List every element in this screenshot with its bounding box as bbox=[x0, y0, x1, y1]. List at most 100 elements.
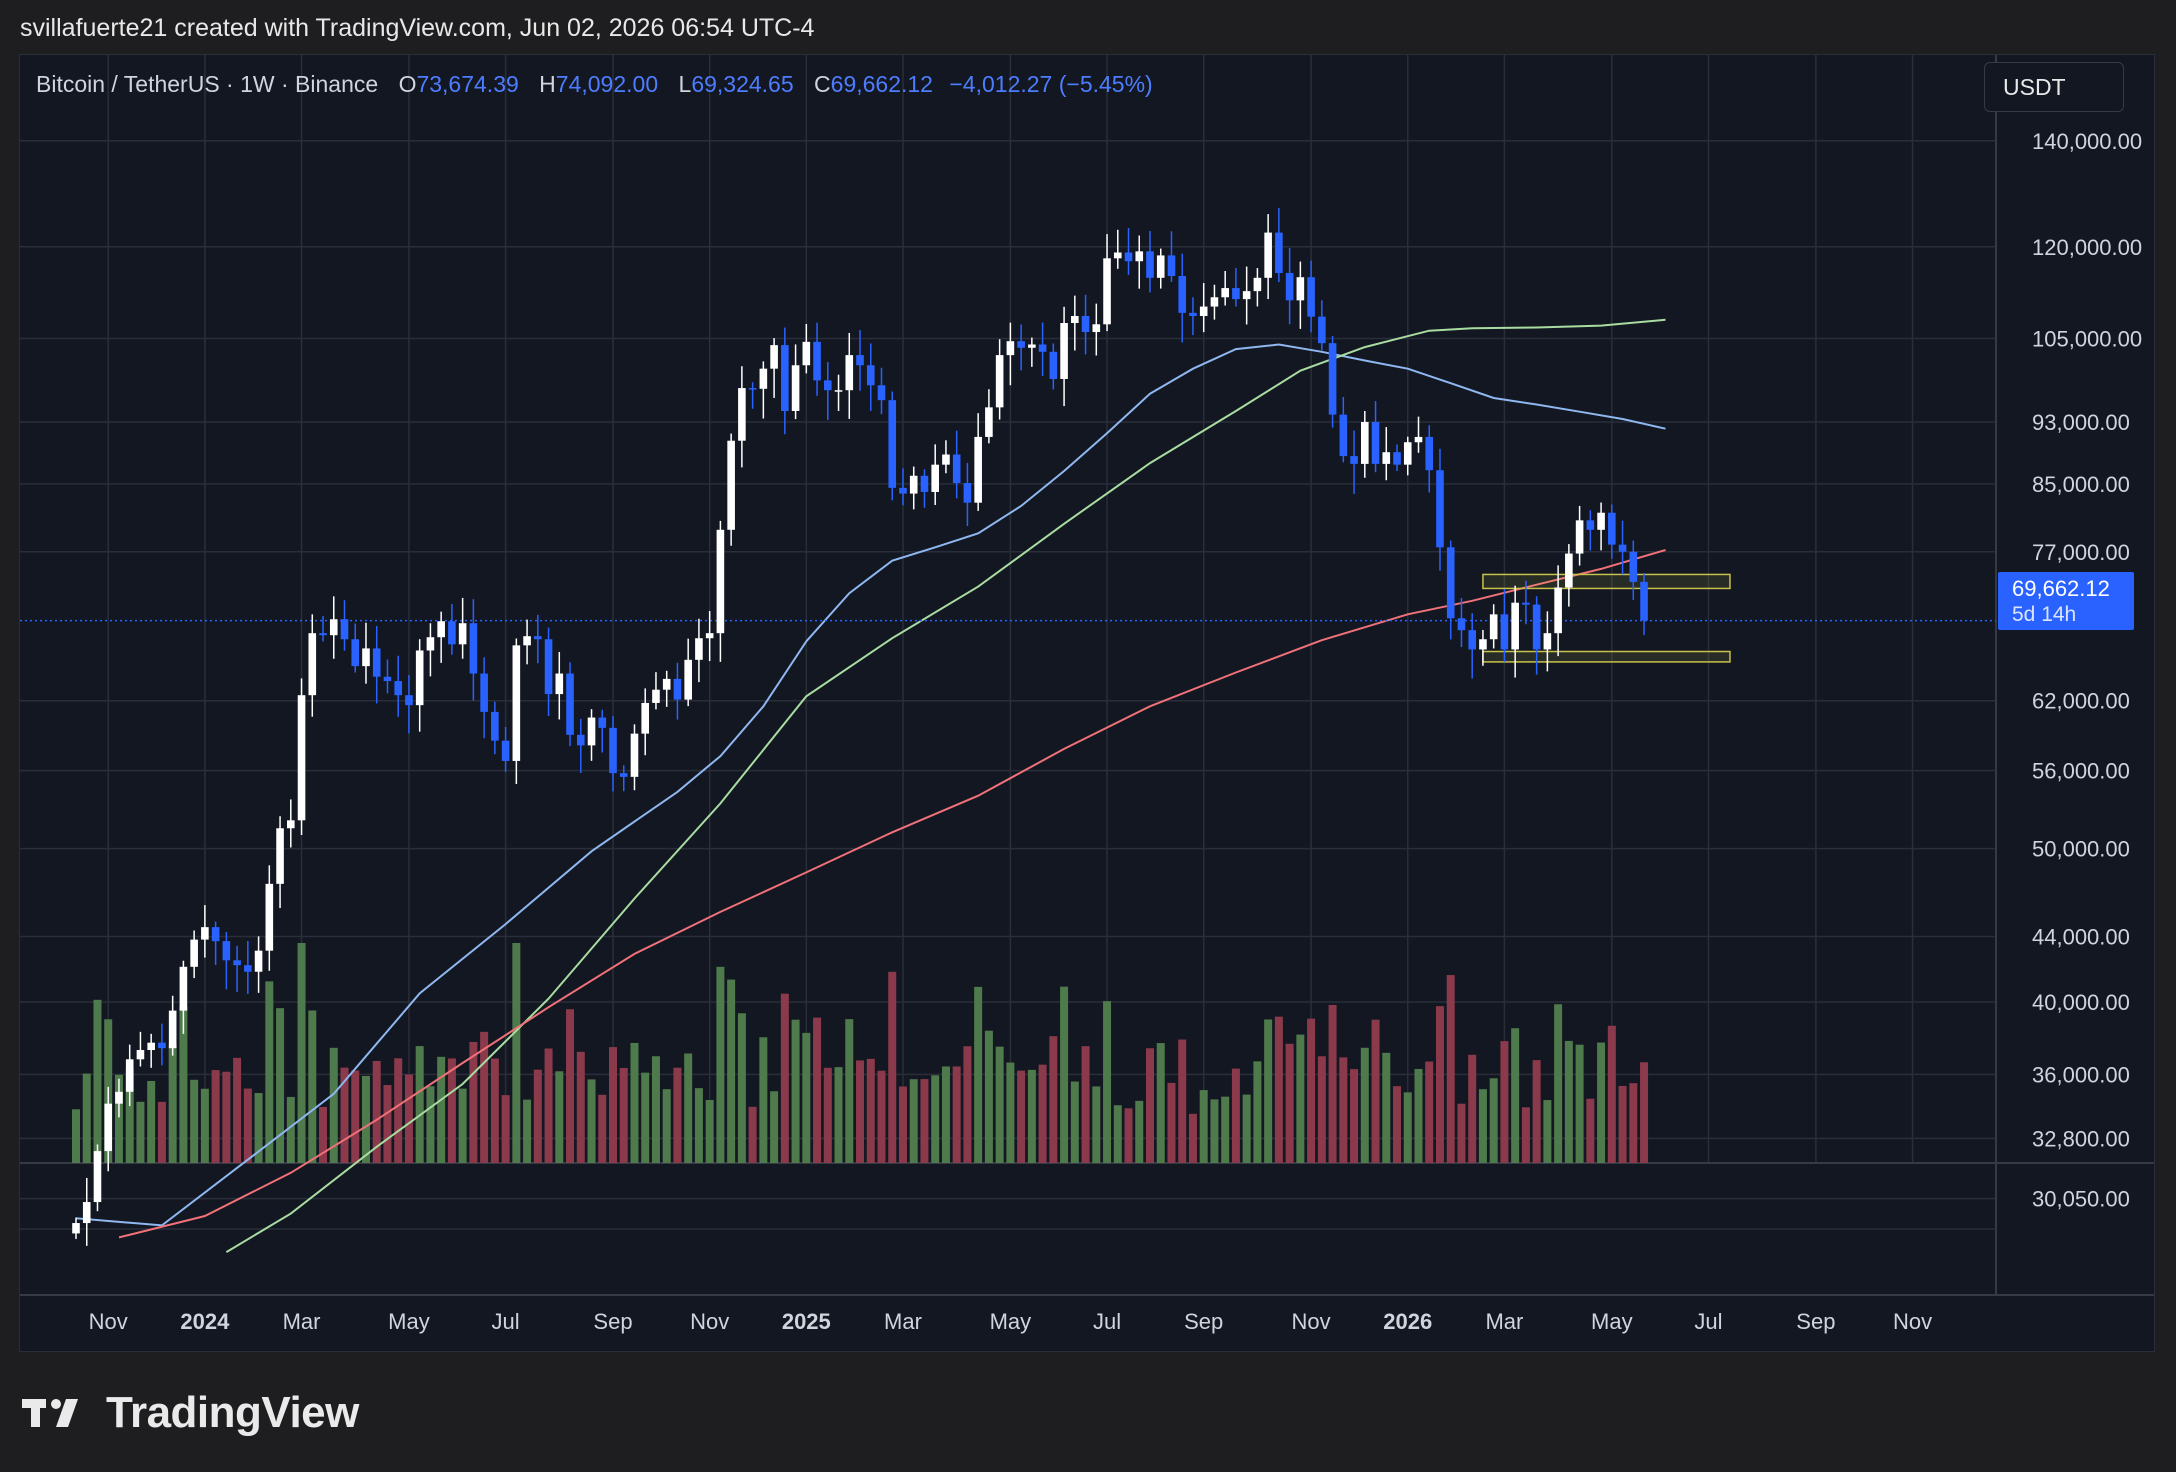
candle-body bbox=[1479, 639, 1487, 650]
volume-bar bbox=[190, 1079, 199, 1163]
candle-body bbox=[211, 927, 220, 942]
volume-bar bbox=[952, 1066, 961, 1163]
candle-body bbox=[609, 727, 617, 774]
volume-bar bbox=[394, 1058, 403, 1163]
volume-bar bbox=[1554, 1004, 1563, 1163]
y-axis-tick-label: 56,000.00 bbox=[2032, 759, 2130, 784]
candle-body bbox=[1608, 512, 1616, 545]
x-axis-tick-label: May bbox=[1591, 1309, 1633, 1334]
volume-bar bbox=[1307, 1018, 1316, 1163]
volume-bar bbox=[157, 1101, 166, 1163]
candle-body bbox=[437, 621, 445, 638]
volume-bar bbox=[447, 1058, 456, 1163]
candle-body bbox=[684, 659, 692, 700]
volume-bar bbox=[308, 1010, 317, 1163]
volume-bar bbox=[1446, 975, 1455, 1163]
candle-body bbox=[813, 341, 821, 381]
volume-bar bbox=[1027, 1069, 1036, 1163]
candle-body bbox=[201, 927, 209, 940]
volume-bar bbox=[1156, 1043, 1165, 1163]
x-axis-tick-label: 2026 bbox=[1383, 1309, 1432, 1334]
volume-bar bbox=[1038, 1064, 1047, 1163]
candle-body bbox=[1543, 633, 1552, 650]
tradingview-wordmark: TradingView bbox=[106, 1388, 359, 1437]
candle-body bbox=[555, 673, 564, 695]
candle-body bbox=[566, 673, 574, 735]
volume-bar bbox=[1500, 1041, 1509, 1163]
volume-bar bbox=[211, 1070, 220, 1163]
candle-body bbox=[501, 740, 510, 761]
x-axis-tick-label: Nov bbox=[1292, 1309, 1331, 1334]
volume-bar bbox=[168, 1044, 177, 1163]
volume-bar bbox=[372, 1060, 381, 1163]
volume-bar bbox=[1188, 1113, 1197, 1163]
y-axis-tick-label: 62,000.00 bbox=[2032, 689, 2130, 714]
tradingview-logo-icon bbox=[22, 1399, 78, 1427]
y-axis-tick-label: 105,000.00 bbox=[2032, 327, 2142, 352]
tradingview-logo[interactable]: TradingView bbox=[22, 1388, 359, 1438]
candle-body bbox=[383, 676, 392, 682]
volume-bar bbox=[297, 943, 306, 1163]
support-resistance-zone[interactable] bbox=[1482, 650, 1731, 663]
candle-body bbox=[1565, 553, 1573, 588]
candle-body bbox=[1382, 452, 1391, 464]
candle-body bbox=[1081, 316, 1090, 333]
y-axis-tick-label: 85,000.00 bbox=[2032, 472, 2130, 497]
chart-area[interactable]: 140,000.00 120,000.00 105,000.00 93,000.00 8… bbox=[19, 54, 2155, 1352]
support-resistance-zone[interactable] bbox=[1482, 573, 1731, 590]
candle-body bbox=[1414, 436, 1423, 443]
candle-body bbox=[394, 681, 402, 696]
volume-bar bbox=[319, 1106, 328, 1163]
candle-body bbox=[759, 368, 768, 389]
volume-bar bbox=[1253, 1061, 1262, 1163]
y-axis-tick-label: 40,000.00 bbox=[2032, 990, 2130, 1015]
volume-bar bbox=[651, 1056, 660, 1163]
volume-bar bbox=[641, 1072, 650, 1163]
candle-body bbox=[802, 341, 811, 366]
close-label: C bbox=[814, 71, 831, 97]
volume-bar bbox=[684, 1053, 693, 1163]
candle-body bbox=[1156, 255, 1165, 278]
volume-bar bbox=[866, 1058, 875, 1163]
volume-bar bbox=[361, 1075, 370, 1163]
candle-body bbox=[1006, 341, 1015, 356]
volume-bar bbox=[200, 1088, 209, 1163]
open-value: 73,674.39 bbox=[416, 71, 519, 97]
candle-body bbox=[1038, 344, 1047, 352]
candle-body bbox=[405, 695, 413, 706]
price-chart[interactable]: 140,000.00 120,000.00 105,000.00 93,000.00 8… bbox=[20, 55, 2155, 1352]
volume-bar bbox=[1221, 1096, 1230, 1163]
volume-bar bbox=[1425, 1061, 1434, 1163]
candle-body bbox=[168, 1010, 177, 1049]
candle-body bbox=[1124, 252, 1133, 262]
candle-body bbox=[952, 454, 961, 484]
candle-body bbox=[576, 734, 585, 746]
volume-bar bbox=[1511, 1028, 1520, 1163]
volume-bar bbox=[1199, 1090, 1208, 1163]
volume-bar bbox=[630, 1042, 639, 1163]
candle-body bbox=[136, 1050, 145, 1060]
volume-bar bbox=[1435, 1006, 1444, 1163]
x-axis-tick-label: May bbox=[990, 1309, 1032, 1334]
candle-body bbox=[1210, 297, 1219, 307]
volume-bar bbox=[748, 1106, 757, 1163]
volume-bar bbox=[856, 1060, 865, 1163]
y-axis-tick-label: 32,800.00 bbox=[2032, 1126, 2130, 1151]
candle-body bbox=[1242, 291, 1251, 300]
candle-body bbox=[1146, 251, 1154, 278]
volume-bar bbox=[1146, 1048, 1154, 1163]
volume-bar bbox=[555, 1071, 564, 1163]
currency-button[interactable]: USDT bbox=[1984, 62, 2124, 112]
volume-bar bbox=[823, 1067, 832, 1163]
volume-bar bbox=[619, 1067, 628, 1163]
high-label: H bbox=[539, 71, 556, 97]
candle-body bbox=[673, 678, 682, 700]
candle-body bbox=[877, 385, 886, 401]
volume-bar bbox=[737, 1013, 746, 1163]
candle-body bbox=[1049, 351, 1058, 380]
candle-body bbox=[1264, 232, 1272, 278]
candle-body bbox=[265, 883, 274, 951]
volume-bar bbox=[458, 1088, 467, 1163]
candle-body bbox=[1403, 442, 1412, 465]
candle-body bbox=[845, 355, 854, 391]
